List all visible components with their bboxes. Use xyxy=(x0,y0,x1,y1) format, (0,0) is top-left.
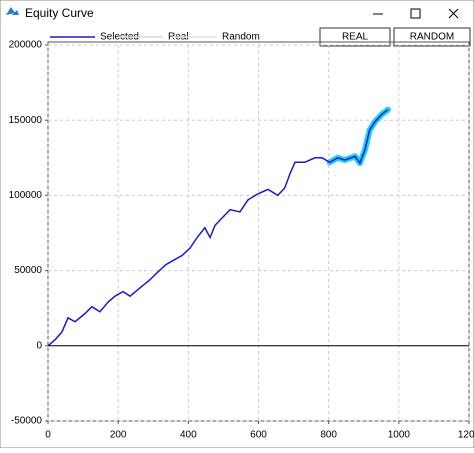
y-tick-label: 50000 xyxy=(14,265,42,276)
maximize-button[interactable] xyxy=(410,8,421,19)
x-tick-label: 0 xyxy=(45,430,51,441)
series-line xyxy=(47,109,389,347)
close-button[interactable] xyxy=(448,8,459,19)
y-tick-label: -50000 xyxy=(11,416,43,427)
real-button-label[interactable]: REAL xyxy=(342,32,369,43)
legend-label: Random xyxy=(222,32,260,43)
app-icon xyxy=(6,7,19,15)
y-tick-label: 200000 xyxy=(9,40,43,51)
x-tick-label: 1000 xyxy=(388,430,411,441)
x-tick-label: 800 xyxy=(320,430,337,441)
random-button-label[interactable]: RANDOM xyxy=(410,32,454,43)
x-tick-label: 200 xyxy=(110,430,127,441)
x-tick-label: 600 xyxy=(250,430,267,441)
x-tick-label: 400 xyxy=(180,430,197,441)
y-tick-label: 0 xyxy=(36,340,42,351)
x-tick-label: 1200 xyxy=(458,430,474,441)
y-tick-label: 100000 xyxy=(9,190,43,201)
window-title: Equity Curve xyxy=(25,6,94,20)
y-tick-label: 150000 xyxy=(9,115,43,126)
